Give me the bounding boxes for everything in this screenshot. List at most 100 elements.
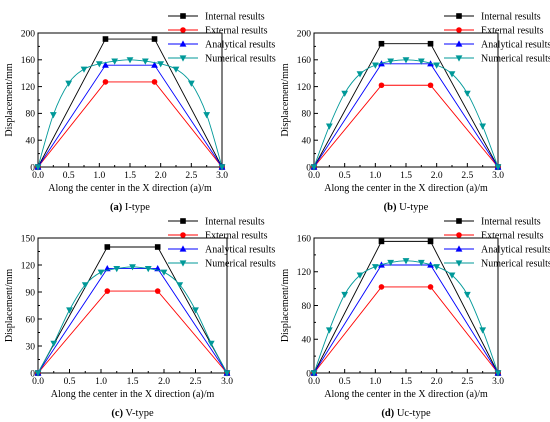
panel-caption-text: V-type [123, 408, 154, 419]
series-4 [310, 57, 502, 171]
panel-caption-text: Uc-type [394, 408, 431, 419]
data-point [154, 288, 161, 294]
x-tick-label: 1.5 [400, 171, 412, 181]
data-point [448, 71, 456, 78]
chart-panel-3: 0.0 0.5 1.0 1.5 2.0 2.5 3.0 0 30 60 90 120 150 Along … [4, 217, 276, 420]
y-axis-label: Displacement/mm [4, 269, 15, 343]
panel-caption: (d) Uc-type [381, 408, 431, 419]
x-tick-label: 0.5 [339, 377, 351, 387]
legend-label: Numerical results [205, 54, 276, 65]
series-line [37, 64, 223, 168]
series-line [313, 240, 499, 374]
data-point [151, 36, 158, 42]
y-axis-label: Displacement/mm [280, 63, 291, 137]
data-point [104, 244, 111, 250]
data-point [50, 340, 58, 347]
y-axis-label: Displacement/mm [4, 63, 15, 137]
legend-label: Numerical results [481, 54, 550, 65]
y-tick-label: 0 [30, 369, 35, 379]
data-point [402, 57, 410, 64]
legend-label: External results [481, 231, 544, 242]
data-point [34, 164, 42, 171]
data-point [325, 327, 333, 334]
data-point [81, 282, 89, 289]
series-1 [35, 36, 225, 170]
legend-label: Analytical results [481, 40, 550, 51]
y-tick-label: 120 [297, 83, 312, 93]
x-tick-label: 2.0 [158, 377, 170, 387]
series-line [313, 264, 499, 374]
series-4 [34, 57, 226, 171]
data-point [151, 61, 158, 68]
legend-label: Internal results [205, 217, 265, 228]
panel-caption: (c) V-type [111, 408, 154, 419]
x-tick-label: 0.0 [32, 377, 44, 387]
x-tick-label: 2.0 [155, 171, 167, 181]
panel-caption-letter: (b) [384, 202, 397, 213]
x-tick-label: 1.5 [400, 377, 412, 387]
data-point [494, 164, 502, 171]
legend-marker [456, 232, 462, 238]
legend-marker [455, 245, 463, 252]
chart-panel-1: 0.0 0.5 1.0 1.5 2.0 2.5 3.0 0 40 80 120 160 200 Along… [4, 12, 276, 214]
data-point [387, 259, 395, 267]
x-tick-label: 3.0 [492, 171, 504, 181]
data-point [176, 282, 184, 289]
x-tick-label: 3.0 [216, 171, 228, 181]
x-tick-label: 2.5 [185, 171, 197, 181]
data-point [479, 327, 487, 334]
y-tick-label: 200 [297, 29, 312, 39]
legend-label: Numerical results [205, 259, 276, 270]
x-tick-label: 2.5 [461, 377, 473, 387]
data-point [126, 57, 134, 64]
series-line [313, 286, 499, 374]
series-line [313, 59, 499, 168]
data-point [102, 36, 109, 42]
x-tick-label: 2.5 [461, 171, 473, 181]
x-tick-label: 0.5 [63, 171, 75, 181]
data-point [378, 284, 385, 290]
data-point [463, 291, 471, 299]
data-point [433, 62, 441, 69]
y-tick-label: 160 [297, 56, 312, 66]
legend-marker [456, 27, 462, 33]
series-2 [35, 288, 230, 376]
data-point [356, 71, 364, 78]
legend-label: External results [481, 26, 544, 37]
legend-marker [180, 218, 186, 224]
data-point [417, 58, 425, 65]
y-tick-label: 30 [26, 342, 36, 352]
x-tick-label: 1.0 [95, 377, 107, 387]
panel-caption-letter: (a) [110, 202, 123, 213]
data-point [402, 258, 410, 265]
series-2 [311, 82, 501, 170]
y-tick-label: 160 [21, 56, 36, 66]
series-3 [34, 61, 226, 170]
series-line [313, 260, 499, 374]
data-point [223, 370, 231, 377]
series-line [37, 290, 228, 374]
y-tick-label: 0 [306, 369, 311, 379]
y-tick-label: 80 [302, 110, 312, 120]
x-axis-label: Along the center in the X direction (a)/… [51, 389, 215, 400]
plot-frame [313, 32, 499, 168]
x-tick-label: 1.0 [369, 377, 381, 387]
data-point [427, 284, 434, 290]
data-point [102, 61, 109, 68]
x-axis-label: Along the center in the X direction (a)/… [48, 183, 212, 194]
y-tick-label: 120 [297, 268, 312, 278]
data-point [371, 62, 379, 69]
data-point [160, 269, 168, 276]
series-line [37, 81, 223, 168]
x-tick-label: 1.0 [93, 171, 105, 181]
series-1 [35, 244, 230, 376]
data-point [49, 112, 57, 119]
data-point [111, 58, 119, 65]
panel-caption: (b) U-type [384, 202, 429, 213]
data-point [129, 264, 136, 271]
y-tick-label: 0 [30, 163, 35, 173]
x-tick-label: 0.5 [64, 377, 76, 387]
panel-caption-text: I-type [122, 202, 150, 213]
series-3 [310, 60, 502, 170]
data-point [427, 40, 434, 47]
